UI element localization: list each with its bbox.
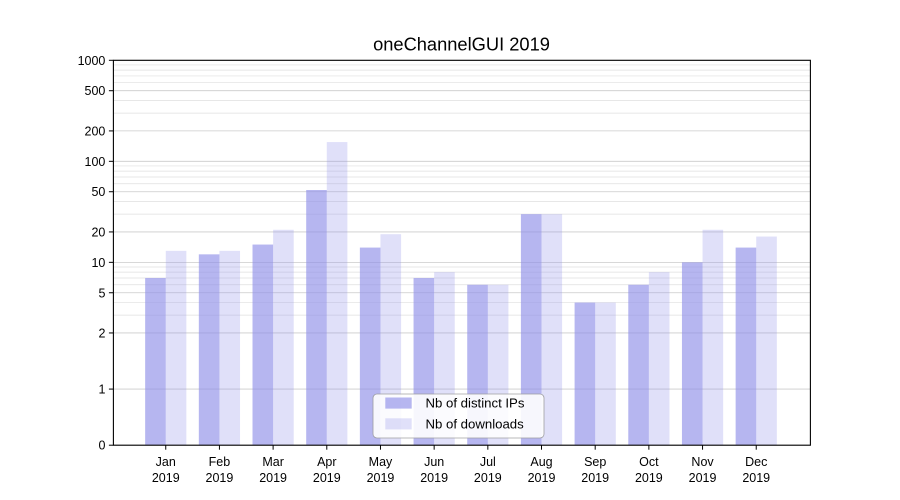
svg-text:100: 100 (85, 155, 106, 169)
svg-text:1: 1 (98, 383, 105, 397)
svg-text:Nb of downloads: Nb of downloads (426, 416, 525, 431)
svg-text:Oct: Oct (639, 455, 659, 469)
svg-text:Jan: Jan (156, 455, 176, 469)
svg-text:2019: 2019 (367, 471, 395, 485)
svg-text:500: 500 (85, 84, 106, 98)
svg-text:Apr: Apr (317, 455, 336, 469)
svg-text:2019: 2019 (635, 471, 663, 485)
svg-text:2019: 2019 (152, 471, 180, 485)
svg-text:Nb of distinct IPs: Nb of distinct IPs (426, 396, 525, 411)
svg-text:2019: 2019 (742, 471, 770, 485)
svg-text:May: May (369, 455, 393, 469)
svg-text:2019: 2019 (420, 471, 448, 485)
svg-text:50: 50 (91, 185, 105, 199)
svg-text:2019: 2019 (528, 471, 556, 485)
svg-text:Aug: Aug (530, 455, 552, 469)
svg-text:Nov: Nov (691, 455, 714, 469)
svg-text:Dec: Dec (745, 455, 767, 469)
svg-text:0: 0 (98, 439, 105, 453)
svg-text:2019: 2019 (689, 471, 717, 485)
svg-text:2: 2 (98, 326, 105, 340)
svg-text:oneChannelGUI 2019: oneChannelGUI 2019 (373, 34, 550, 55)
svg-text:10: 10 (91, 256, 105, 270)
svg-text:Jul: Jul (480, 455, 496, 469)
svg-text:Mar: Mar (262, 455, 284, 469)
svg-text:2019: 2019 (581, 471, 609, 485)
svg-text:1000: 1000 (78, 54, 106, 68)
svg-text:200: 200 (85, 124, 106, 138)
svg-text:20: 20 (91, 225, 105, 239)
svg-text:Jun: Jun (424, 455, 444, 469)
svg-text:2019: 2019 (206, 471, 234, 485)
svg-text:Sep: Sep (584, 455, 606, 469)
svg-text:2019: 2019 (474, 471, 502, 485)
svg-text:Feb: Feb (209, 455, 231, 469)
svg-text:5: 5 (98, 286, 105, 300)
svg-text:2019: 2019 (313, 471, 341, 485)
svg-text:2019: 2019 (259, 471, 287, 485)
